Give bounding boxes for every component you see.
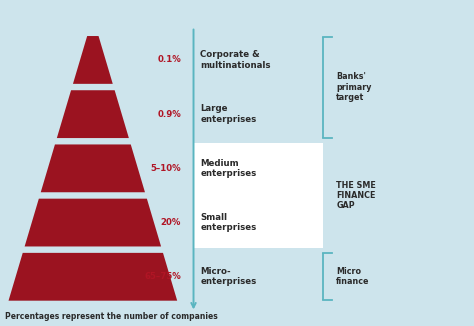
Text: Banks'
primary
target: Banks' primary target bbox=[336, 72, 372, 102]
Bar bbox=[194, 143, 323, 248]
Text: Medium
enterprises: Medium enterprises bbox=[200, 159, 256, 178]
Text: 0.1%: 0.1% bbox=[157, 55, 181, 65]
Text: 5–10%: 5–10% bbox=[151, 164, 181, 173]
Polygon shape bbox=[71, 35, 114, 85]
Text: Percentages represent the number of companies: Percentages represent the number of comp… bbox=[5, 312, 218, 321]
Polygon shape bbox=[7, 252, 179, 302]
Text: 0.9%: 0.9% bbox=[157, 110, 181, 119]
Polygon shape bbox=[55, 89, 130, 139]
Polygon shape bbox=[23, 198, 163, 248]
Text: THE SME
FINANCE
GAP: THE SME FINANCE GAP bbox=[336, 181, 376, 210]
Text: Small
enterprises: Small enterprises bbox=[200, 213, 256, 232]
Text: Micro
finance: Micro finance bbox=[336, 267, 370, 287]
Text: 20%: 20% bbox=[161, 218, 181, 227]
Text: Corporate &
multinationals: Corporate & multinationals bbox=[200, 50, 271, 70]
Polygon shape bbox=[39, 143, 146, 194]
Text: 65–75%: 65–75% bbox=[145, 272, 181, 281]
Text: Large
enterprises: Large enterprises bbox=[200, 104, 256, 124]
Text: Micro-
enterprises: Micro- enterprises bbox=[200, 267, 256, 287]
